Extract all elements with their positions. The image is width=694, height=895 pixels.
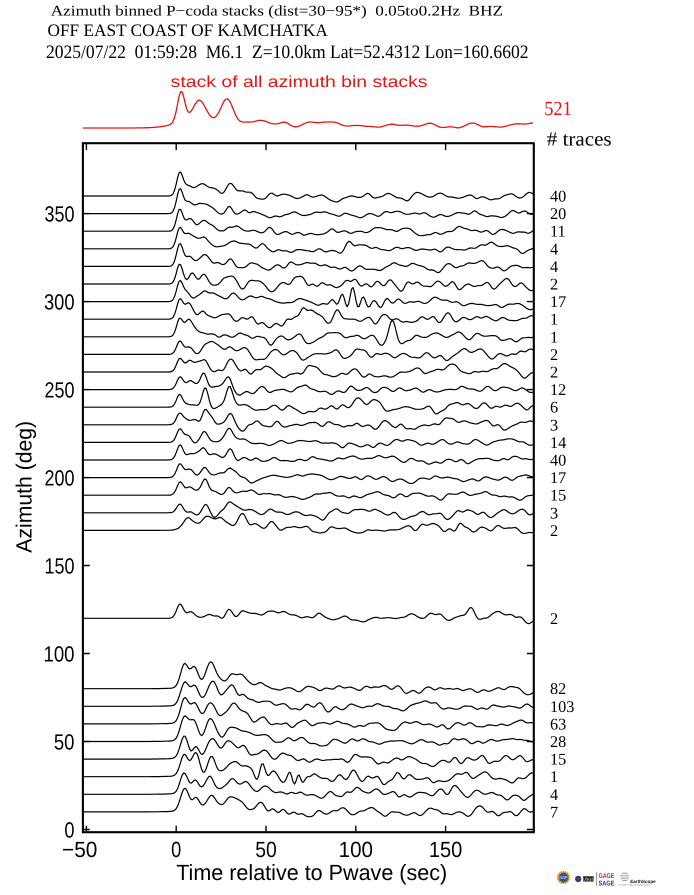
svg-text:−50: −50	[62, 837, 97, 862]
svg-text:40: 40	[550, 451, 566, 470]
svg-text:14: 14	[550, 433, 566, 452]
svg-text:12: 12	[550, 380, 566, 399]
svg-text:4: 4	[550, 785, 558, 804]
svg-text:Azimuth binned P−coda stacks (: Azimuth binned P−coda stacks (dist=30−95…	[51, 4, 503, 20]
svg-text:Time relative to Pwave (sec): Time relative to Pwave (sec)	[176, 860, 447, 885]
svg-text:50: 50	[54, 730, 75, 755]
svg-text:1: 1	[550, 767, 558, 786]
svg-text:2: 2	[550, 275, 558, 294]
svg-text:3: 3	[550, 503, 558, 522]
svg-text:2: 2	[550, 521, 558, 540]
svg-text:2: 2	[550, 345, 558, 364]
svg-text:2025/07/22 01:59:28 M6.1 Z=: 2025/07/22 01:59:28 M6.1 Z=10.0km Lat=52…	[46, 42, 529, 63]
svg-text:11: 11	[550, 222, 566, 241]
svg-text:Azimuth (deg): Azimuth (deg)	[12, 421, 37, 553]
svg-text:6: 6	[550, 398, 558, 417]
svg-text:300: 300	[44, 290, 75, 315]
svg-text:1: 1	[550, 310, 558, 329]
svg-text:3: 3	[550, 415, 558, 434]
svg-text:4: 4	[550, 239, 558, 258]
svg-text:17: 17	[550, 292, 566, 311]
svg-text:Consortium: Consortium	[630, 882, 652, 887]
svg-text:20: 20	[550, 204, 566, 223]
svg-text:150: 150	[429, 837, 463, 862]
svg-text:40: 40	[550, 187, 566, 206]
svg-text:15: 15	[550, 750, 566, 769]
svg-text:USGS: USGS	[583, 877, 595, 882]
svg-text:150: 150	[45, 554, 75, 579]
svg-text:103: 103	[550, 697, 574, 716]
svg-text:0: 0	[171, 837, 181, 862]
svg-text:4: 4	[550, 257, 558, 276]
svg-text:521: 521	[544, 98, 572, 120]
svg-text:1: 1	[550, 327, 558, 346]
svg-text:15: 15	[550, 486, 566, 505]
svg-text:OFF EAST COAST OF KAMCHATKA: OFF EAST COAST OF KAMCHATKA	[48, 20, 329, 40]
svg-text:stack of all azimuth bin stack: stack of all azimuth bin stacks	[171, 74, 428, 91]
svg-text:GAGE: GAGE	[599, 873, 615, 880]
svg-text:NSF: NSF	[559, 875, 568, 880]
svg-text:7: 7	[550, 802, 558, 821]
svg-text:Operated by: Operated by	[619, 883, 633, 886]
svg-text:# traces: # traces	[547, 128, 612, 150]
svg-text:350: 350	[45, 202, 75, 227]
svg-text:EarthScope: EarthScope	[630, 879, 656, 884]
svg-text:250: 250	[45, 378, 75, 403]
svg-text:28: 28	[550, 732, 566, 751]
svg-text:100: 100	[44, 642, 75, 667]
svg-text:2: 2	[550, 363, 558, 382]
svg-text:2: 2	[550, 609, 558, 628]
svg-text:SAGE: SAGE	[599, 880, 615, 887]
svg-text:17: 17	[550, 468, 566, 487]
svg-text:50: 50	[255, 837, 277, 862]
svg-text:63: 63	[550, 714, 566, 733]
svg-text:82: 82	[550, 679, 566, 698]
svg-text:100: 100	[339, 837, 373, 862]
svg-text:0: 0	[64, 818, 74, 843]
svg-text:200: 200	[45, 466, 75, 491]
